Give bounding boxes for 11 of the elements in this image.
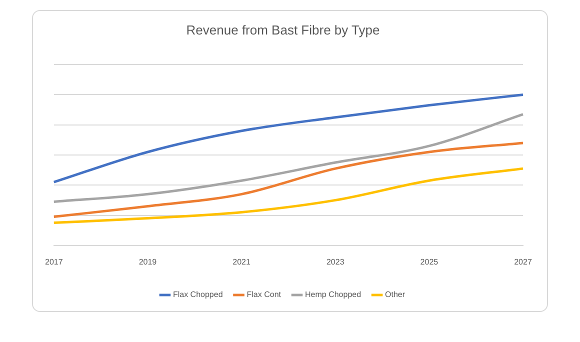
legend-label: Other — [385, 290, 406, 300]
chart-title: Revenue from Bast Fibre by Type — [186, 22, 380, 38]
legend-label: Flax Chopped — [172, 290, 223, 300]
legend-label: Hemp Chopped — [305, 290, 362, 300]
x-tick-label: 2019 — [138, 257, 158, 266]
x-tick-label: 2027 — [514, 257, 532, 266]
x-tick-label: 2025 — [420, 257, 439, 266]
legend-label: Flax Cont — [246, 290, 282, 300]
x-tick-label: 2023 — [326, 257, 345, 266]
x-tick-label: 2017 — [45, 257, 64, 266]
x-tick-label: 2021 — [232, 257, 251, 266]
